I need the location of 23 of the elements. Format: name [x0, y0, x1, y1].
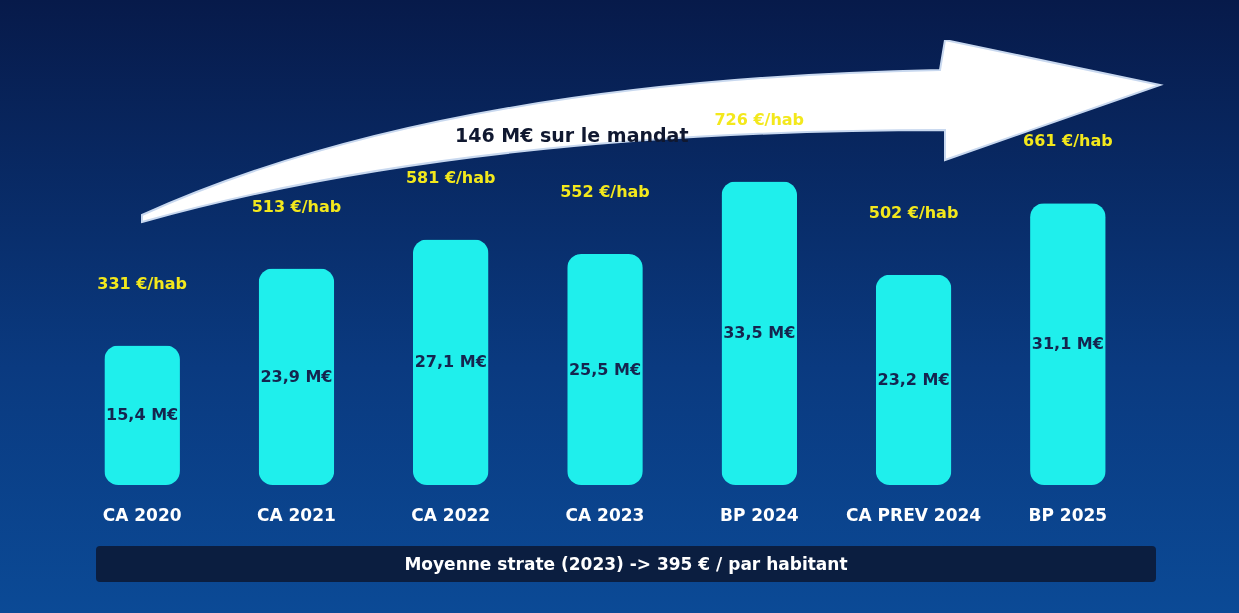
- annotation: 552 €/hab: [560, 182, 650, 202]
- text: 146 M€ sur le mandat: [455, 124, 689, 146]
- x-tick-label: CA 2023: [565, 504, 645, 525]
- text: Moyenne strate (2023) -> 395 € / par habitant: [96, 546, 1156, 582]
- annotation: 502 €/hab: [868, 202, 959, 222]
- x-tick-label: CA 2021: [256, 504, 336, 525]
- data-label: 31,1 M€: [1031, 334, 1104, 354]
- annotation: 513 €/hab: [251, 196, 342, 216]
- x-tick-label: BP 2024: [719, 504, 799, 525]
- data-label: 23,2 M€: [877, 369, 950, 389]
- annotation: 581 €/hab: [405, 167, 496, 187]
- text: 726 €/hab: [714, 109, 805, 129]
- data-label: 25,5 M€: [568, 359, 642, 379]
- x-tick-label: CA PREV 2024: [846, 504, 982, 525]
- annotation: 331 €/hab: [97, 273, 187, 293]
- data-label: 27,1 M€: [414, 352, 487, 372]
- data-label: 33,5 M€: [723, 323, 796, 343]
- data-label: 23,9 M€: [260, 366, 333, 386]
- x-tick-label: CA 2022: [411, 504, 491, 525]
- x-tick-label: BP 2025: [1028, 504, 1108, 525]
- data-label: 15,4 M€: [106, 405, 179, 425]
- text: 661 €/hab: [1023, 131, 1113, 151]
- x-tick-label: CA 2020: [102, 504, 182, 525]
